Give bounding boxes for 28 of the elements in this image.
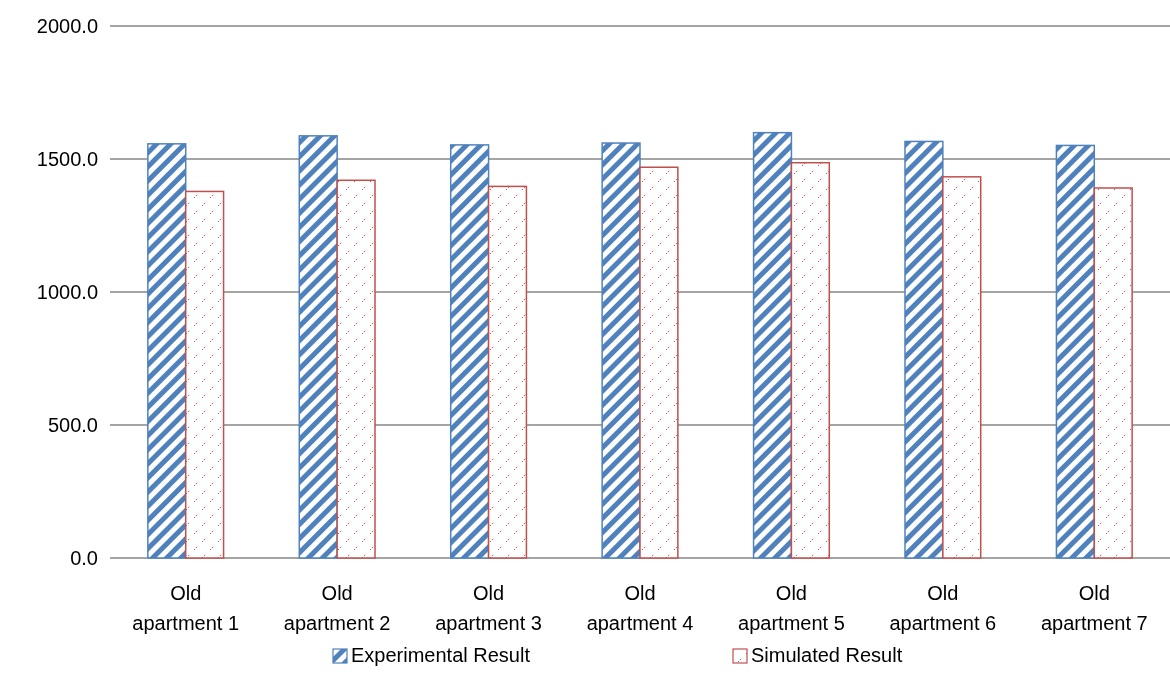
bar	[449, 144, 490, 559]
bar	[336, 179, 376, 559]
x-tick-label: Old apartment 1	[132, 582, 240, 634]
bar	[1055, 144, 1096, 559]
bar	[1093, 187, 1133, 559]
bar	[942, 176, 982, 559]
bar	[298, 135, 338, 559]
bar	[487, 185, 528, 559]
legend-label: Simulated Result	[751, 644, 903, 666]
x-tick-label: Old apartment 5	[738, 582, 845, 634]
bar	[790, 161, 831, 559]
bar	[639, 166, 679, 559]
bar	[752, 131, 793, 559]
bar	[184, 190, 225, 559]
y-tick-label: 1000.0	[36, 281, 98, 303]
bar	[904, 140, 944, 559]
x-tick-label: Old apartment 3	[435, 582, 542, 634]
y-tick-label: 2000.0	[36, 15, 98, 37]
y-tick-label: 1500.0	[36, 148, 98, 170]
x-tick-label: Old apartment 4	[586, 582, 694, 634]
x-tick-label: Old apartment 7	[1040, 582, 1148, 634]
y-tick-label: 0.0	[70, 547, 98, 569]
x-tick-label: Old apartment 6	[889, 582, 997, 634]
bar	[147, 143, 187, 559]
legend-label: Experimental Result	[351, 644, 531, 666]
x-tick-label: Old apartment 2	[283, 582, 391, 634]
bar	[601, 142, 641, 559]
y-tick-label: 500.0	[47, 414, 98, 436]
